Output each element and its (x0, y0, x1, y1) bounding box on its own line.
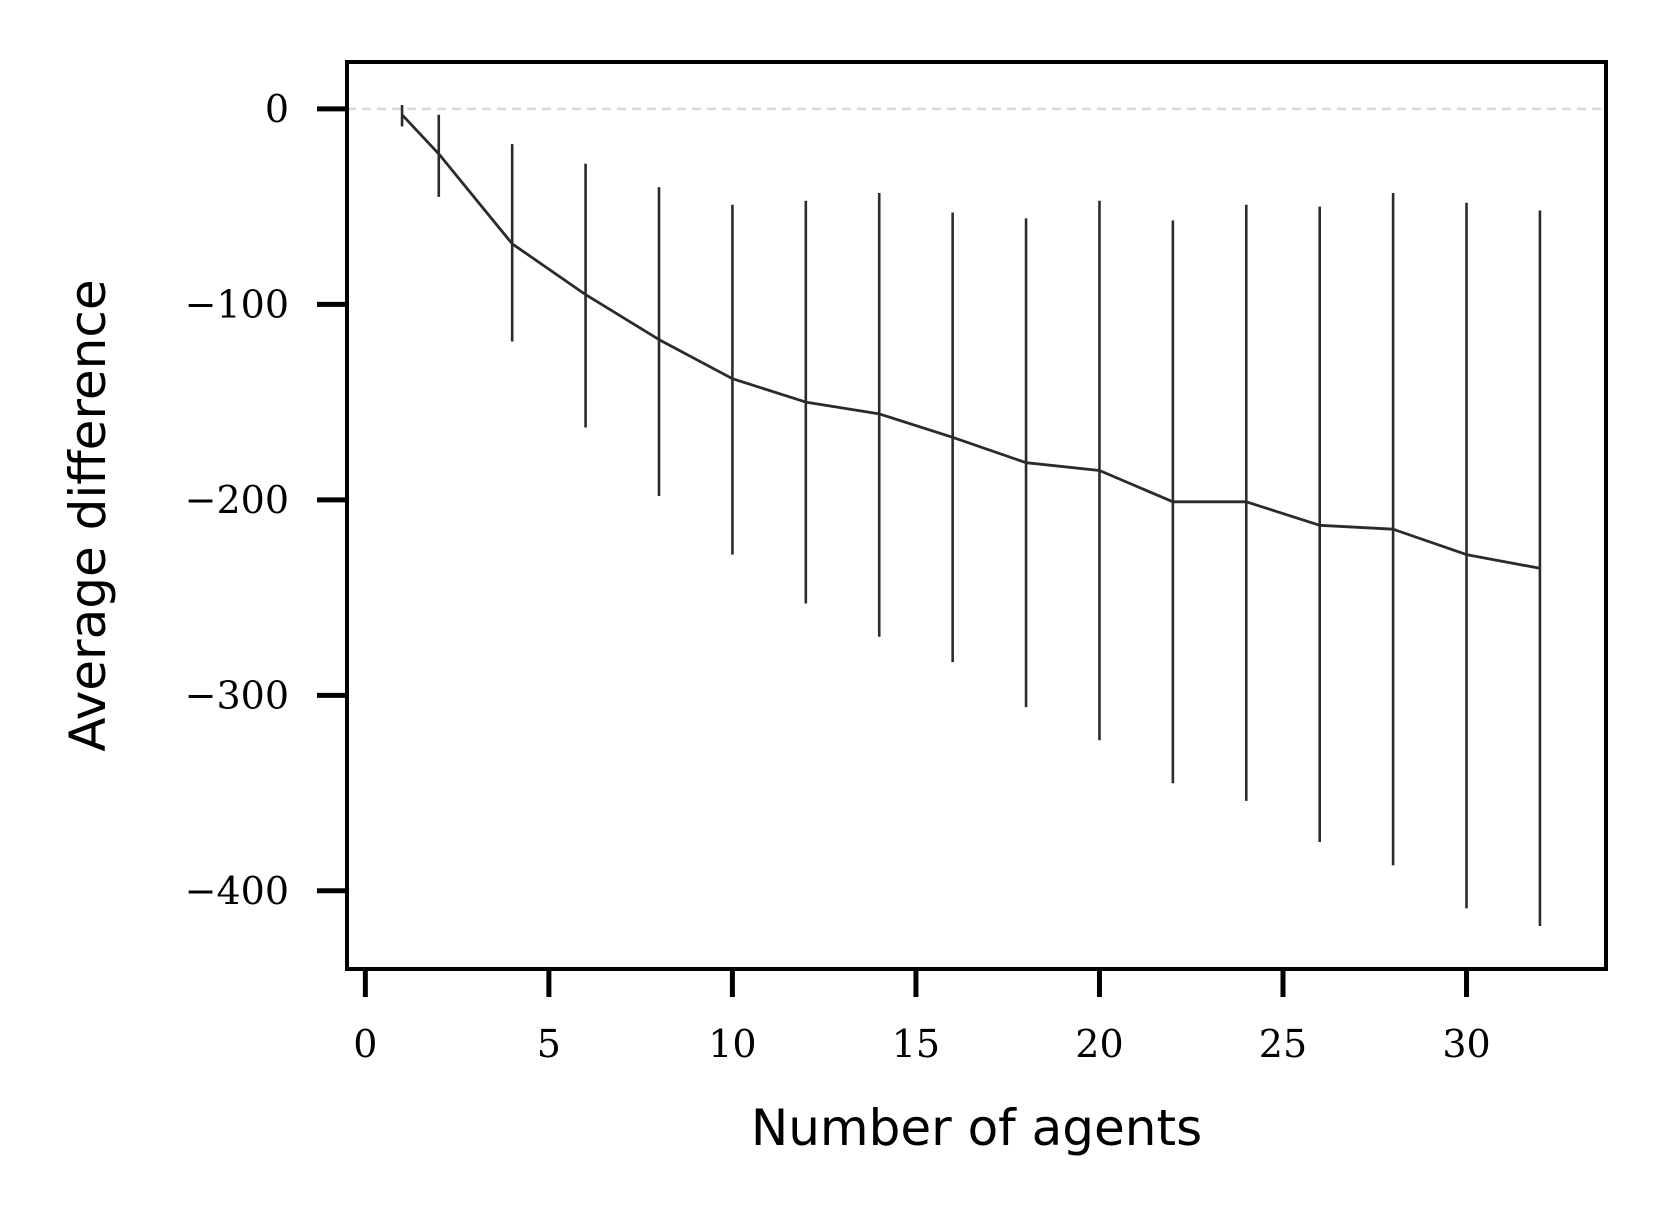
x-tick-label: 25 (1259, 1022, 1307, 1066)
y-tick-label: 0 (265, 87, 289, 131)
x-tick-label: 10 (708, 1022, 756, 1066)
plot-area (347, 105, 1606, 926)
x-tick-label: 0 (353, 1022, 377, 1066)
y-tick-label: −100 (185, 282, 289, 326)
y-tick-label: −300 (185, 673, 289, 717)
x-tick-label: 15 (892, 1022, 940, 1066)
y-tick-label: −200 (185, 478, 289, 522)
y-tick-label: −400 (185, 869, 289, 913)
plot-frame (345, 60, 1608, 971)
axis-ticks: 0 5 10 15 20 25 30 0 −100 −200 −300 −400 (185, 87, 1491, 1066)
x-tick-label: 20 (1075, 1022, 1123, 1066)
x-tick-label: 30 (1442, 1022, 1490, 1066)
y-axis-label: Average difference (59, 279, 117, 751)
x-axis-label: Number of agents (751, 1099, 1202, 1157)
series-line (401, 113, 1541, 570)
x-tick-label: 5 (537, 1022, 561, 1066)
